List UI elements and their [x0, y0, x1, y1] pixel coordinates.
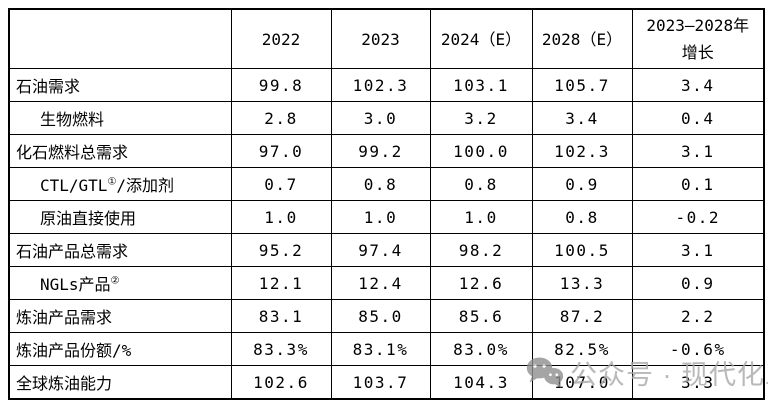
cell-value: 1.0 — [230, 200, 332, 234]
row-label: 石油需求 — [8, 68, 232, 102]
cell-value: 0.4 — [631, 101, 765, 135]
column-header: 2023—2028年 增长 — [631, 8, 765, 69]
table-row: 生物燃料 2.8 3.0 3.2 3.4 0.4 — [8, 101, 765, 135]
cell-value: 103.1 — [429, 68, 533, 102]
cell-value: 102.3 — [330, 68, 431, 102]
cell-value: 0.9 — [631, 266, 765, 300]
cell-value: 3.1 — [631, 134, 765, 168]
cell-value: 102.6 — [230, 365, 332, 400]
cell-value: 0.1 — [631, 167, 765, 201]
cell-value: 103.7 — [330, 365, 431, 400]
table-row: 石油产品总需求 95.2 97.4 98.2 100.5 3.1 — [8, 233, 765, 267]
cell-value: 105.7 — [531, 68, 633, 102]
cell-value: 104.3 — [429, 365, 533, 400]
cell-value: 100.5 — [531, 233, 633, 267]
cell-value: 2.8 — [230, 101, 332, 135]
row-label: 炼油产品份额/% — [8, 332, 232, 366]
header-row: 2022 2023 2024（E） 2028（E） 2023—2028年 增长 — [8, 8, 765, 69]
cell-value: 2.2 — [631, 299, 765, 333]
cell-value: -0.6% — [631, 332, 765, 366]
row-label: CTL/GTL①/添加剂 — [8, 167, 232, 201]
cell-value: 3.3 — [631, 365, 765, 400]
cell-value: 0.7 — [230, 167, 332, 201]
table-row: 化石燃料总需求 97.0 99.2 100.0 102.3 3.1 — [8, 134, 765, 168]
cell-value: 0.8 — [429, 167, 533, 201]
table-body: 石油需求 99.8 102.3 103.1 105.7 3.4 生物燃料 2.8 3.0 3.2 3… — [8, 68, 765, 400]
row-label: 石油产品总需求 — [8, 233, 232, 267]
cell-value: 1.0 — [330, 200, 431, 234]
column-header: 2023 — [330, 8, 431, 69]
superscript-note-marker: ① — [107, 176, 117, 188]
cell-value: 102.3 — [531, 134, 633, 168]
cell-value: 97.0 — [230, 134, 332, 168]
cell-value: 3.1 — [631, 233, 765, 267]
cell-value: 0.8 — [330, 167, 431, 201]
table-row: 炼油产品需求 83.1 85.0 85.6 87.2 2.2 — [8, 299, 765, 333]
row-label: 炼油产品需求 — [8, 299, 232, 333]
cell-value: 1.0 — [429, 200, 533, 234]
column-header: 2022 — [230, 8, 332, 69]
row-label: 原油直接使用 — [8, 200, 232, 234]
cell-value: 3.4 — [531, 101, 633, 135]
cell-value: 97.4 — [330, 233, 431, 267]
cell-value: 82.5% — [531, 332, 633, 366]
cell-value: 3.0 — [330, 101, 431, 135]
cell-value: 83.0% — [429, 332, 533, 366]
cell-value: -0.2 — [631, 200, 765, 234]
cell-value: 99.2 — [330, 134, 431, 168]
cell-value: 83.1% — [330, 332, 431, 366]
cell-value: 3.4 — [631, 68, 765, 102]
column-header: 2028（E） — [531, 8, 633, 69]
cell-value: 83.1 — [230, 299, 332, 333]
cell-value: 98.2 — [429, 233, 533, 267]
cell-value: 3.2 — [429, 101, 533, 135]
cell-value: 85.0 — [330, 299, 431, 333]
cell-value: 83.3% — [230, 332, 332, 366]
row-label: 化石燃料总需求 — [8, 134, 232, 168]
column-header: 2024（E） — [429, 8, 533, 69]
row-label: 生物燃料 — [8, 101, 232, 135]
cell-value: 13.3 — [531, 266, 633, 300]
cell-value: 12.4 — [330, 266, 431, 300]
table-row: 炼油产品份额/% 83.3% 83.1% 83.0% 82.5% -0.6% — [8, 332, 765, 366]
cell-value: 0.8 — [531, 200, 633, 234]
cell-value: 85.6 — [429, 299, 533, 333]
cell-value: 100.0 — [429, 134, 533, 168]
table-row: CTL/GTL①/添加剂 0.7 0.8 0.8 0.9 0.1 — [8, 167, 765, 201]
table-row: NGLs产品② 12.1 12.4 12.6 13.3 0.9 — [8, 266, 765, 300]
table-row: 原油直接使用 1.0 1.0 1.0 0.8 -0.2 — [8, 200, 765, 234]
row-label: 全球炼油能力 — [8, 365, 232, 400]
cell-value: 0.9 — [531, 167, 633, 201]
cell-value: 87.2 — [531, 299, 633, 333]
cell-value: 95.2 — [230, 233, 332, 267]
superscript-note-marker: ② — [110, 275, 120, 287]
cell-value: 107.0 — [531, 365, 633, 400]
cell-value: 99.8 — [230, 68, 332, 102]
table-row: 石油需求 99.8 102.3 103.1 105.7 3.4 — [8, 68, 765, 102]
cell-value: 12.1 — [230, 266, 332, 300]
table-header: 2022 2023 2024（E） 2028（E） 2023—2028年 增长 — [8, 8, 765, 69]
corner-header-cell — [8, 8, 232, 69]
cell-value: 12.6 — [429, 266, 533, 300]
table-row: 全球炼油能力 102.6 103.7 104.3 107.0 3.3 — [8, 365, 765, 400]
data-table: 2022 2023 2024（E） 2028（E） 2023—2028年 增长 石油需求… — [8, 8, 765, 400]
row-label: NGLs产品② — [8, 266, 232, 300]
